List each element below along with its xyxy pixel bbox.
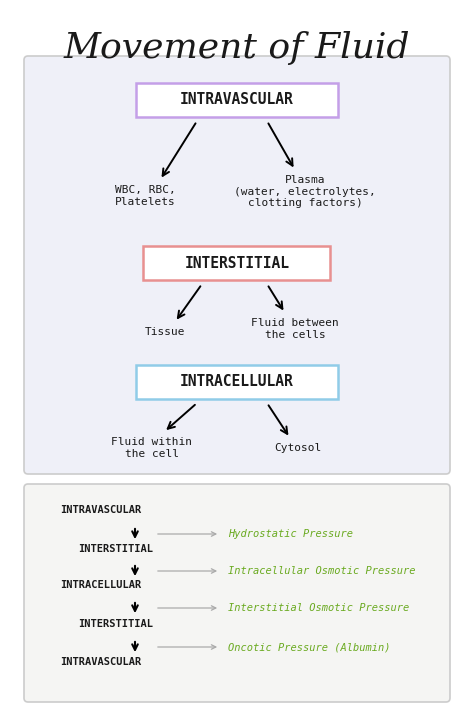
FancyBboxPatch shape	[136, 365, 338, 399]
FancyBboxPatch shape	[144, 246, 330, 280]
Text: WBC, RBC,
Platelets: WBC, RBC, Platelets	[115, 185, 175, 207]
Text: Intracellular Osmotic Pressure: Intracellular Osmotic Pressure	[228, 566, 416, 576]
Text: INTERSTITIAL: INTERSTITIAL	[78, 544, 153, 554]
FancyBboxPatch shape	[136, 83, 338, 117]
Text: INTRAVASCULAR: INTRAVASCULAR	[180, 92, 294, 107]
Text: Fluid between
the cells: Fluid between the cells	[251, 318, 339, 340]
Text: INTRAVASCULAR: INTRAVASCULAR	[60, 505, 141, 515]
Text: Plasma
(water, electrolytes,
clotting factors): Plasma (water, electrolytes, clotting fa…	[234, 175, 376, 208]
Text: Cytosol: Cytosol	[274, 443, 322, 453]
Text: INTRAVASCULAR: INTRAVASCULAR	[60, 657, 141, 667]
Text: Movement of Fluid: Movement of Fluid	[64, 31, 410, 65]
FancyBboxPatch shape	[24, 484, 450, 702]
Text: INTERSTITIAL: INTERSTITIAL	[78, 619, 153, 629]
Text: INTERSTITIAL: INTERSTITIAL	[184, 255, 290, 270]
Text: Interstitial Osmotic Pressure: Interstitial Osmotic Pressure	[228, 603, 409, 613]
FancyBboxPatch shape	[24, 56, 450, 474]
Text: Hydrostatic Pressure: Hydrostatic Pressure	[228, 529, 353, 539]
Text: INTRACELLULAR: INTRACELLULAR	[180, 375, 294, 390]
Text: Oncotic Pressure (Albumin): Oncotic Pressure (Albumin)	[228, 642, 391, 652]
Text: Fluid within
the cell: Fluid within the cell	[111, 437, 192, 459]
Text: Tissue: Tissue	[145, 327, 185, 337]
Text: INTRACELLULAR: INTRACELLULAR	[60, 580, 141, 590]
